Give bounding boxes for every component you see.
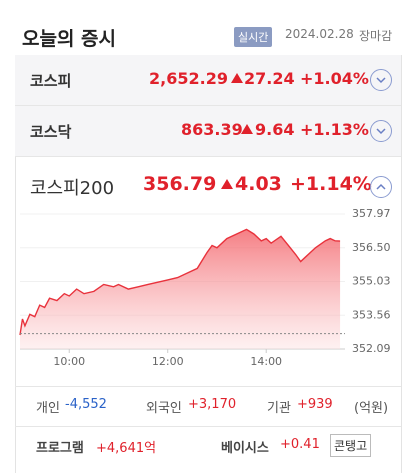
investor-label: 개인 (36, 401, 60, 416)
investor-label: 기관 (267, 401, 291, 416)
expand-button[interactable] (370, 120, 392, 142)
divider (15, 386, 401, 387)
basis-label: 베이시스 (221, 441, 269, 456)
index-change: 27.24 (244, 69, 295, 88)
investor-value: +3,170 (188, 397, 237, 412)
unit: (억원) (354, 401, 389, 416)
title: 오늘의 증시 (22, 28, 117, 50)
basis-value: +0.41 (280, 437, 320, 452)
featured-percent: +1.14% (290, 173, 372, 195)
y-tick-label: 355.03 (352, 275, 391, 288)
featured-change: 4.03 (235, 173, 282, 195)
featured-name: 코스피200 (30, 178, 115, 199)
x-tick-label: 14:00 (250, 355, 282, 368)
up-arrow (241, 124, 253, 134)
investor-label: 외국인 (146, 401, 182, 416)
index-name: 코스닥 (30, 123, 72, 141)
index-percent: +1.13% (300, 120, 369, 139)
index-name: 코스피 (30, 72, 72, 90)
chevron (376, 77, 386, 84)
divider (15, 426, 401, 427)
featured-value: 356.79 (143, 173, 217, 195)
chevron (376, 128, 386, 135)
collapse-button[interactable] (370, 176, 392, 198)
y-tick-label: 356.50 (352, 241, 391, 254)
program-value: +4,641억 (96, 441, 157, 456)
index-change: 9.64 (255, 120, 295, 139)
index-value: 863.39 (181, 120, 243, 139)
y-tick-label: 357.97 (352, 207, 391, 220)
index-row[interactable]: 코스닥 863.39 9.64 +1.13% (15, 106, 401, 157)
status: 장마감 (359, 29, 393, 43)
index-row[interactable]: 코스피 2,652.29 27.24 +1.04% (15, 55, 401, 106)
up-arrow (231, 73, 243, 83)
chevron (376, 183, 386, 190)
line (19, 228, 341, 336)
x-tick-label: 10:00 (53, 355, 85, 368)
up-arrow (221, 179, 233, 189)
index-value: 2,652.29 (149, 69, 228, 88)
chart: 352.09 353.56 355.03 356.50 357.97 10:00 12:00… (19, 207, 391, 368)
y-tick-label: 353.56 (352, 308, 391, 321)
investor-value: +939 (297, 397, 333, 412)
y-tick-label: 352.09 (352, 342, 391, 355)
basis-state: 콘탱고 (330, 434, 372, 457)
index-percent: +1.04% (300, 69, 369, 88)
live-badge: 실시간 (234, 27, 273, 47)
date: 2024.02.28 (285, 27, 354, 41)
x-tick-label: 12:00 (152, 355, 184, 368)
expand-button[interactable] (370, 69, 392, 91)
program-label: 프로그램 (36, 441, 84, 456)
area (20, 229, 341, 349)
investor-value: -4,552 (65, 397, 107, 412)
